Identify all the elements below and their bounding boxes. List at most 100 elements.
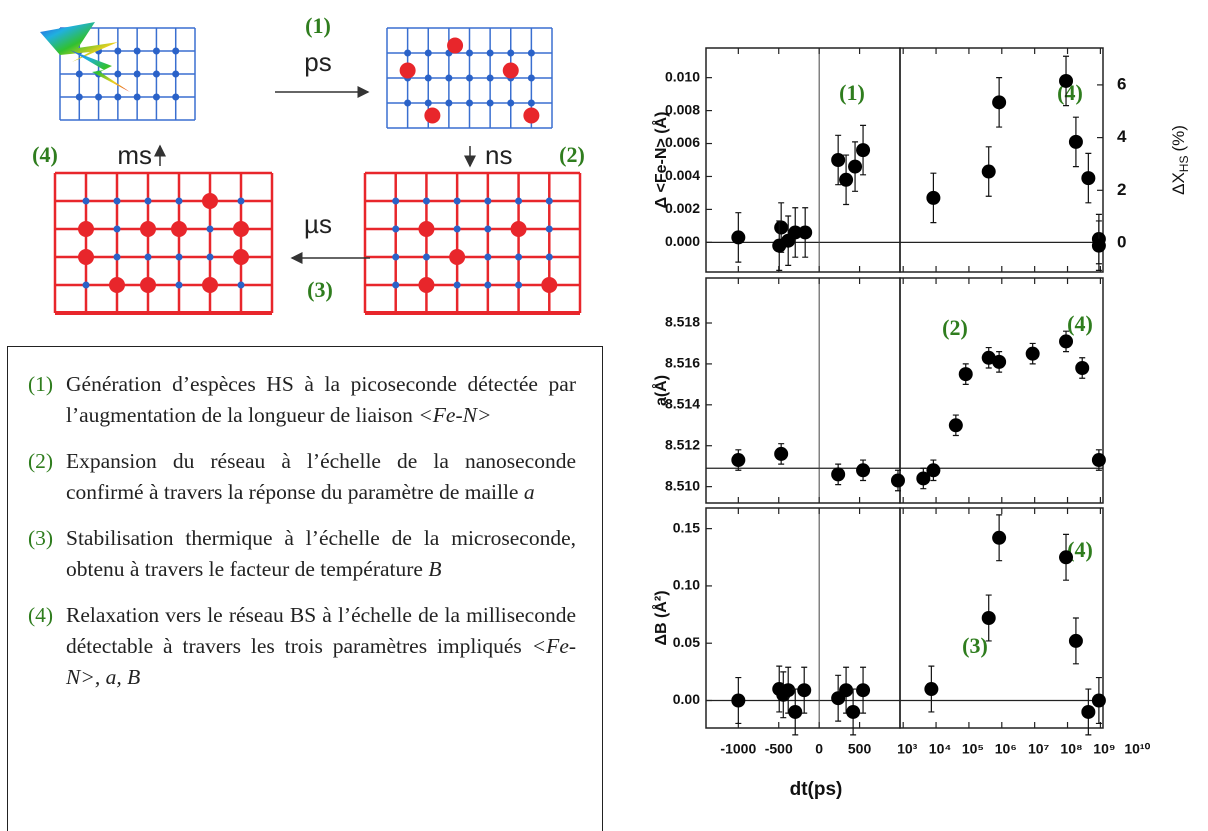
data-point xyxy=(992,530,1007,545)
atom xyxy=(466,74,473,82)
atom xyxy=(114,47,122,55)
notes-box: (1) Génération d’espèces HS à la picoseco… xyxy=(7,346,603,831)
x-tick-label: 10⁴ xyxy=(929,741,952,757)
atom xyxy=(206,253,214,261)
atom xyxy=(175,253,183,261)
atom xyxy=(445,99,453,107)
data-point xyxy=(1068,134,1083,149)
data-point xyxy=(1059,73,1074,88)
hs-atom xyxy=(541,277,558,293)
hs-atom xyxy=(202,193,218,209)
step-time: ps xyxy=(304,47,331,77)
y-axis-label: a(Å) xyxy=(651,375,670,406)
data-point xyxy=(788,225,803,240)
text-em: <Fe-N> xyxy=(418,403,492,427)
y-tick-label: 0.010 xyxy=(665,68,700,84)
data-point xyxy=(731,230,746,245)
annotation: (3) xyxy=(962,633,988,658)
data-point xyxy=(1081,704,1096,719)
note-text: Génération d’espèces HS à la picoseconde… xyxy=(66,369,576,431)
data-point xyxy=(926,190,941,205)
atom xyxy=(175,197,183,205)
data-point xyxy=(924,682,939,697)
hs-atom xyxy=(202,277,218,293)
y-tick-label: 8.516 xyxy=(665,355,700,371)
atom xyxy=(152,70,160,78)
atom xyxy=(527,49,535,57)
x-tick-label: 500 xyxy=(848,741,872,757)
data-point xyxy=(781,683,796,698)
note-text: Expansion du réseau à l’échelle de la na… xyxy=(66,446,576,508)
text: Génération d’espèces HS à la picoseconde… xyxy=(66,372,576,427)
data-point xyxy=(731,453,746,468)
atom xyxy=(466,99,473,107)
atom xyxy=(486,49,494,57)
light-pulse-icon xyxy=(70,50,130,92)
atom xyxy=(172,70,180,78)
y-axis-label: ΔB (Å²) xyxy=(651,590,670,645)
x-tick-label: -1000 xyxy=(720,741,756,757)
hs-atom xyxy=(140,221,156,237)
data-point xyxy=(1091,238,1106,253)
atom xyxy=(507,49,515,57)
data-point xyxy=(839,172,854,187)
note: (4) Relaxation vers le réseau BS à l’éche… xyxy=(28,600,576,693)
atom xyxy=(545,197,553,205)
data-point xyxy=(848,159,863,174)
atom xyxy=(392,197,400,205)
x-tick-label: 10⁷ xyxy=(1028,741,1050,757)
data-point xyxy=(1059,334,1074,349)
atom xyxy=(206,225,214,233)
atom xyxy=(422,197,430,205)
data-point xyxy=(948,418,963,433)
atom xyxy=(113,197,121,205)
hs-atom xyxy=(109,277,125,293)
x-tick-label: 0 xyxy=(815,741,823,757)
data-point xyxy=(992,95,1007,110)
lattice-diagrams xyxy=(53,27,582,315)
x-tick-label: 10⁹ xyxy=(1093,741,1115,757)
atom xyxy=(133,47,141,55)
atom xyxy=(484,281,492,289)
lattice xyxy=(386,27,553,129)
text: Expansion du réseau à l’échelle de la na… xyxy=(66,449,576,504)
atom xyxy=(424,49,432,57)
x-tick-label: -500 xyxy=(765,741,793,757)
atom xyxy=(172,93,180,101)
atom xyxy=(95,93,103,101)
atom xyxy=(422,253,430,261)
atom xyxy=(237,281,245,289)
data-point xyxy=(797,683,812,698)
data-point xyxy=(856,683,871,698)
annotation: (1) xyxy=(839,80,865,105)
step-label: (2) xyxy=(559,142,585,167)
hs-atom xyxy=(424,107,441,124)
atom xyxy=(392,281,400,289)
x-tick-label: 10⁵ xyxy=(962,741,984,757)
data-point xyxy=(831,153,846,167)
annotation: (4) xyxy=(1067,311,1093,336)
atom xyxy=(172,47,180,55)
data-point xyxy=(856,143,871,158)
y-tick-label: 8.514 xyxy=(665,396,700,412)
y2-tick-label: 0 xyxy=(1117,232,1126,251)
text: Stabilisation thermique à l’échelle de l… xyxy=(66,526,576,581)
y-tick-label: 0.000 xyxy=(665,233,700,249)
data-point xyxy=(856,463,871,478)
hs-atom xyxy=(140,277,156,293)
data-point xyxy=(890,473,905,488)
atom xyxy=(486,74,494,82)
y2-tick-label: 6 xyxy=(1117,74,1126,93)
data-point xyxy=(788,704,803,719)
atom xyxy=(113,225,121,233)
atom xyxy=(507,99,515,107)
light-pulse-icon xyxy=(40,22,118,62)
data-point xyxy=(831,467,846,482)
atom xyxy=(144,197,152,205)
data-point xyxy=(958,367,973,382)
data-point xyxy=(846,704,861,719)
x-tick-label: 10³ xyxy=(897,741,918,757)
y-tick-label: 8.510 xyxy=(665,477,700,493)
